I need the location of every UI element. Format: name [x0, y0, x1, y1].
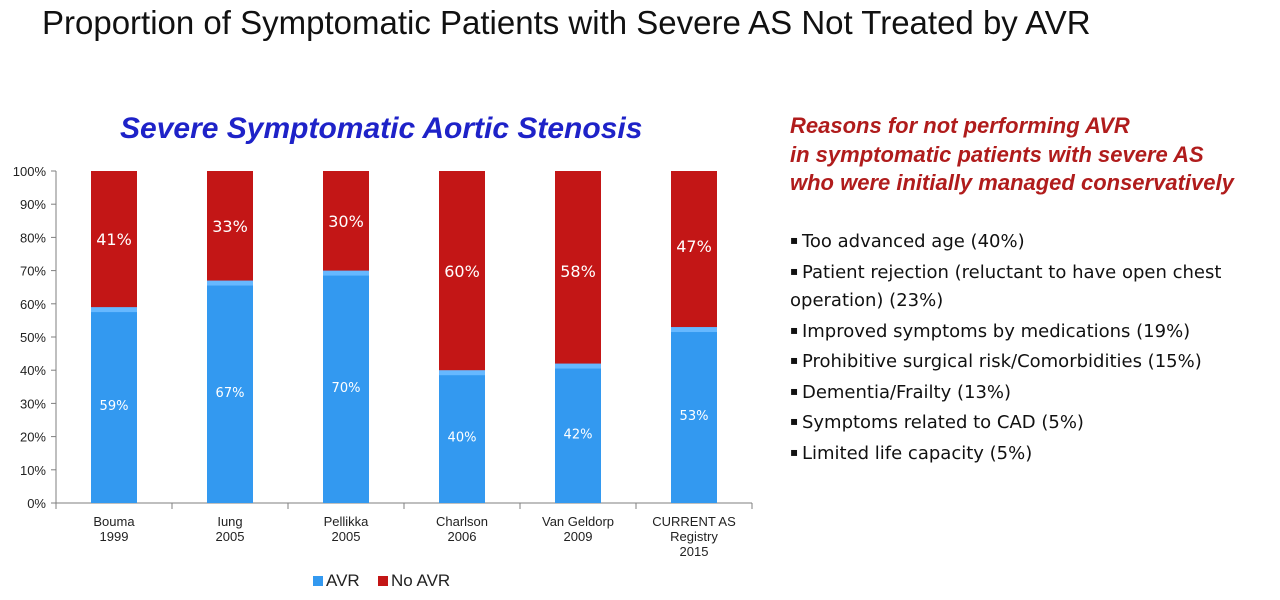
- reason-item: Too advanced age (40%): [790, 226, 1270, 257]
- y-tick-label: 50%: [20, 330, 46, 345]
- legend-swatch-no-avr: [378, 576, 388, 586]
- data-label-avr: 53%: [680, 409, 709, 424]
- x-tick-label: Registry: [670, 529, 718, 544]
- page-title: Proportion of Symptomatic Patients with …: [42, 4, 1091, 41]
- data-label-no-avr: 47%: [676, 237, 712, 256]
- reasons-heading-line-3: who were initially managed conservativel…: [790, 170, 1234, 195]
- legend-label-no-avr: No AVR: [391, 571, 450, 590]
- data-label-no-avr: 60%: [444, 262, 480, 281]
- bar-avr-top-highlight: [439, 370, 485, 376]
- data-label-no-avr: 30%: [328, 212, 364, 231]
- data-label-avr: 42%: [564, 427, 593, 442]
- bar-avr-top-highlight: [671, 327, 717, 333]
- x-tick-label: CURRENT AS: [652, 514, 736, 529]
- data-label-no-avr: 58%: [560, 262, 596, 281]
- y-tick-label: 0%: [27, 496, 46, 511]
- reason-item: Symptoms related to CAD (5%): [790, 407, 1270, 438]
- bar-avr: [323, 270, 369, 503]
- chart-title: Severe Symptomatic Aortic Stenosis: [120, 112, 643, 145]
- y-tick-label: 10%: [20, 463, 46, 478]
- reasons-heading-line-1: Reasons for not performing AVR: [790, 113, 1130, 138]
- reason-item: Dementia/Frailty (13%): [790, 377, 1270, 408]
- data-label-avr: 40%: [448, 431, 477, 446]
- bar-no-avr: [555, 171, 601, 364]
- x-tick-label: Charlson: [436, 514, 488, 529]
- bar-no-avr: [323, 171, 369, 271]
- bar-avr: [91, 307, 137, 503]
- reasons-heading-line-2: in symptomatic patients with severe AS: [790, 141, 1204, 167]
- reason-item: Limited life capacity (5%): [790, 438, 1270, 469]
- reason-item: Patient rejection (reluctant to have ope…: [790, 257, 1270, 316]
- x-tick-label: 2005: [332, 529, 361, 544]
- x-tick-label: 2015: [680, 544, 709, 559]
- y-tick-label: 40%: [20, 363, 46, 378]
- y-tick-label: 60%: [20, 297, 46, 312]
- y-tick-label: 100%: [13, 164, 47, 179]
- data-label-no-avr: 41%: [96, 230, 132, 249]
- bar-avr-top-highlight: [323, 270, 369, 276]
- y-tick-label: 20%: [20, 430, 46, 445]
- x-tick-label: Iung: [217, 514, 242, 529]
- bar-avr-top-highlight: [91, 307, 137, 313]
- bar-no-avr: [207, 171, 253, 281]
- data-label-avr: 67%: [216, 386, 245, 401]
- x-tick-label: Pellikka: [324, 514, 370, 529]
- data-label-no-avr: 33%: [212, 217, 248, 236]
- y-tick-label: 80%: [20, 230, 46, 245]
- reason-item: Improved symptoms by medications (19%): [790, 316, 1270, 347]
- bar-no-avr: [91, 171, 137, 308]
- data-label-avr: 59%: [100, 399, 129, 414]
- stacked-bar-chart: 0% 10% 20% 30% 40% 50% 60% 70% 80% 90% 100% 59% 41% B…: [13, 164, 753, 590]
- legend-swatch-avr: [313, 576, 323, 586]
- reasons-heading: Reasons for not performing AVR in sympto…: [790, 112, 1270, 198]
- legend-label-avr: AVR: [326, 571, 360, 590]
- x-tick-label: Bouma: [93, 514, 135, 529]
- bar-avr: [439, 370, 485, 503]
- bar-avr: [671, 327, 717, 503]
- bar-no-avr: [671, 171, 717, 328]
- reasons-list: Too advanced age (40%) Patient rejection…: [790, 226, 1270, 468]
- x-tick-label: 2005: [216, 529, 245, 544]
- data-label-avr: 70%: [332, 381, 361, 396]
- y-tick-label: 70%: [20, 264, 46, 279]
- y-tick-label: 90%: [20, 197, 46, 212]
- y-tick-label: 30%: [20, 396, 46, 411]
- x-tick-label: Van Geldorp: [542, 514, 614, 529]
- bar-avr: [207, 280, 253, 503]
- x-tick-label: 2009: [564, 529, 593, 544]
- bar-avr-top-highlight: [555, 363, 601, 369]
- bar-avr-top-highlight: [207, 280, 253, 286]
- x-tick-label: 2006: [448, 529, 477, 544]
- bar-avr: [555, 363, 601, 503]
- reason-item: Prohibitive surgical risk/Comorbidities …: [790, 346, 1270, 377]
- x-tick-label: 1999: [100, 529, 129, 544]
- bar-no-avr: [439, 171, 485, 371]
